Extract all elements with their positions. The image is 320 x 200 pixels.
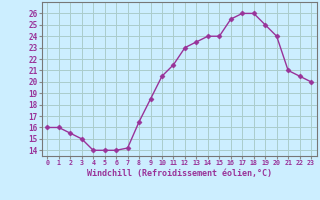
X-axis label: Windchill (Refroidissement éolien,°C): Windchill (Refroidissement éolien,°C) bbox=[87, 169, 272, 178]
